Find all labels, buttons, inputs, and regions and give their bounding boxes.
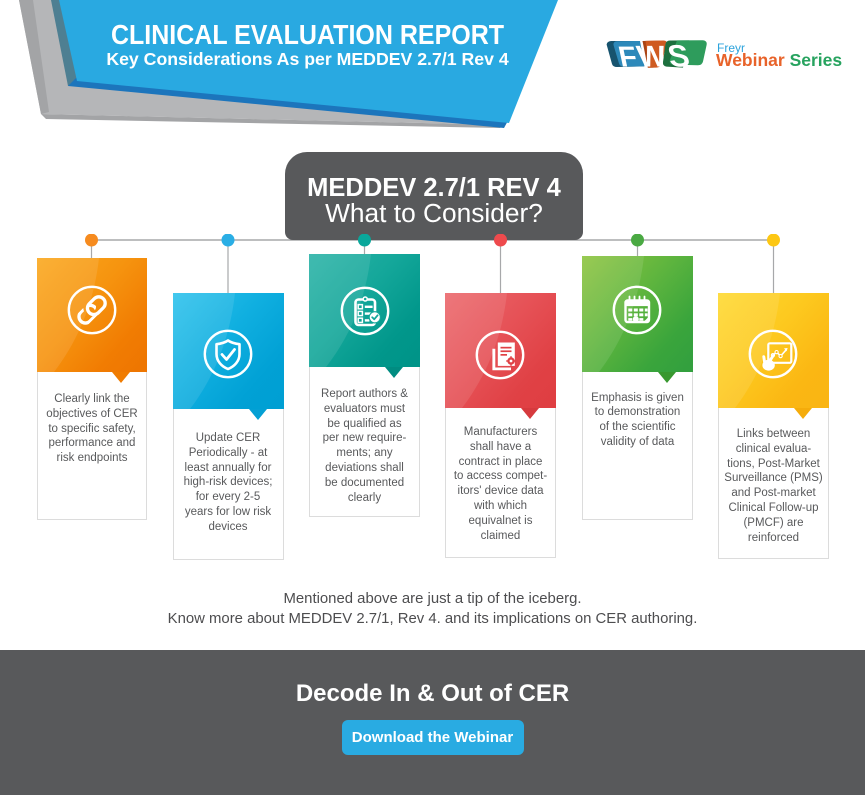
svg-text:Freyr: Freyr (717, 41, 745, 55)
svg-text:Webinar Series: Webinar Series (716, 50, 842, 70)
